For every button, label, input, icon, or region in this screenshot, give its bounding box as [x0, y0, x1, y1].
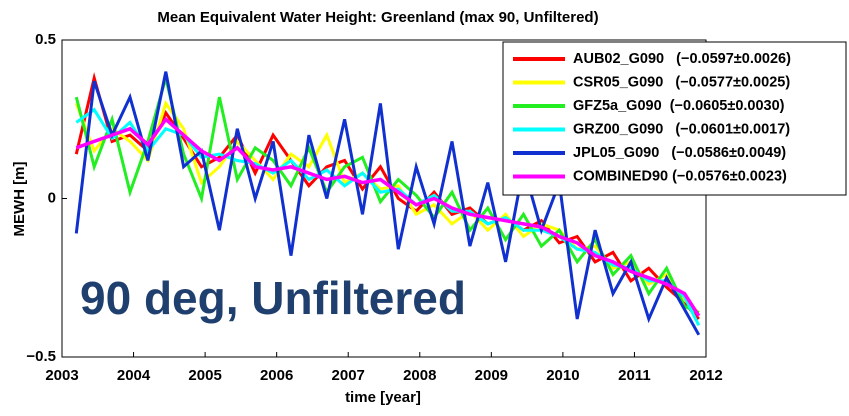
series-line	[74, 71, 701, 336]
y-axis-label: MEWH [m]	[11, 162, 28, 237]
x-tick-label: 2009	[475, 367, 508, 384]
x-tick-label: 2003	[45, 367, 78, 384]
y-tick-label: −0.5	[26, 348, 56, 365]
legend-label: GFZ5a_G090 (−0.0605±0.0030)	[573, 98, 785, 114]
x-tick-label: 2004	[117, 367, 151, 384]
legend-box	[502, 41, 847, 196]
legend-label: JPL05_G090 (−0.0586±0.0049)	[573, 145, 786, 161]
y-tick-label: 0.5	[35, 31, 56, 48]
x-tick-label: 2007	[332, 367, 365, 384]
series-line	[75, 116, 701, 317]
x-tick-label: 2006	[260, 367, 293, 384]
legend-label: CSR05_G090 (−0.0577±0.0025)	[573, 74, 790, 90]
x-tick-label: 2008	[403, 367, 436, 384]
x-tick-label: 2010	[546, 367, 579, 384]
legend-label: AUB02_G090 (−0.0597±0.0026)	[573, 51, 791, 67]
y-tick-label: 0	[48, 189, 56, 206]
chart-title: Mean Equivalent Water Height: Greenland …	[157, 9, 598, 26]
legend-label: GRZ00_G090 (−0.0601±0.0017)	[573, 121, 790, 137]
annotation: 90 deg, Unfiltered	[80, 272, 466, 324]
legend-label: COMBINED90 (−0.0576±0.0023)	[573, 168, 787, 184]
x-axis-label: time [year]	[345, 389, 421, 406]
x-tick-label: 2005	[188, 367, 221, 384]
x-tick-label: 2011	[618, 367, 651, 384]
x-tick-label: 2012	[689, 367, 722, 384]
